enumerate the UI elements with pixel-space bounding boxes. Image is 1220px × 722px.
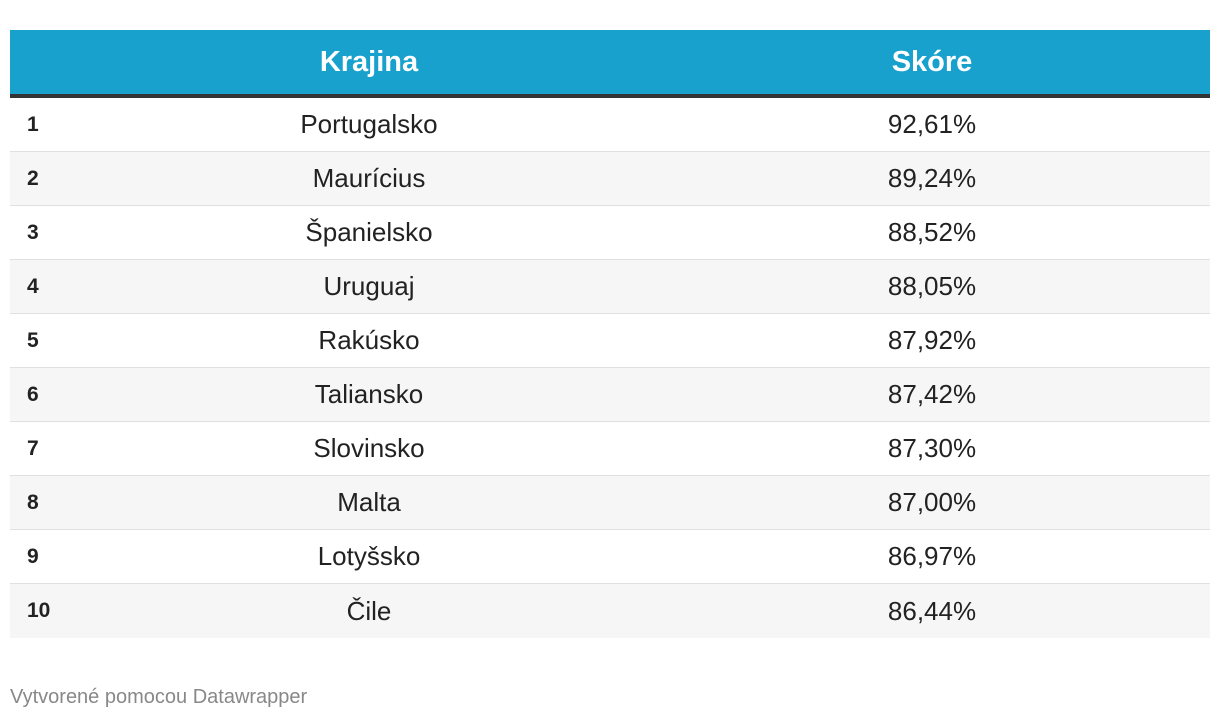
row-rank: 2 [27, 166, 39, 190]
row-score: 87,42% [887, 379, 977, 409]
row-country: Lotyšsko [317, 541, 421, 571]
table-body: 1 Portugalsko 92,61% 2 Maurícius 89,24% 3 Špani… [10, 98, 1210, 638]
row-rank: 5 [27, 328, 39, 352]
row-country: Portugalsko [300, 109, 438, 139]
row-score: 86,97% [887, 541, 977, 571]
row-country: Španielsko [305, 217, 433, 247]
row-rank: 4 [27, 274, 39, 298]
table-header: Krajina Skóre [10, 30, 1210, 98]
row-score: 88,05% [887, 271, 977, 301]
row-score: 87,00% [887, 487, 977, 517]
ranking-table: Krajina Skóre 1 Portugalsko 92,61% 2 Mauríci… [10, 30, 1210, 638]
row-country: Slovinsko [313, 433, 425, 463]
row-score: 88,52% [887, 217, 977, 247]
table-row: 3 Španielsko 88,52% [10, 206, 1210, 260]
row-country: Uruguaj [323, 271, 415, 301]
row-score: 92,61% [887, 109, 977, 139]
row-rank: 8 [27, 490, 39, 514]
row-rank: 9 [27, 544, 39, 568]
table-row: 2 Maurícius 89,24% [10, 152, 1210, 206]
table-row: 9 Lotyšsko 86,97% [10, 530, 1210, 584]
row-country: Taliansko [314, 379, 424, 409]
row-country: Rakúsko [318, 325, 420, 355]
row-rank: 3 [27, 220, 39, 244]
row-rank: 7 [27, 436, 39, 460]
row-score: 86,44% [887, 595, 977, 626]
row-rank: 10 [27, 599, 51, 622]
row-country: Malta [337, 487, 401, 517]
table-row: 1 Portugalsko 92,61% [10, 98, 1210, 152]
row-score: 87,30% [887, 433, 977, 463]
header-country[interactable]: Krajina [319, 45, 419, 78]
table-row: 7 Slovinsko 87,30% [10, 422, 1210, 476]
table-row: 5 Rakúsko 87,92% [10, 314, 1210, 368]
row-country: Maurícius [312, 163, 426, 193]
row-score: 89,24% [887, 163, 977, 193]
table-row: 8 Malta 87,00% [10, 476, 1210, 530]
row-rank: 6 [27, 382, 39, 406]
table-row: 10 Čile 86,44% [10, 584, 1210, 638]
header-score[interactable]: Skóre [891, 45, 973, 78]
table-row: 6 Taliansko 87,42% [10, 368, 1210, 422]
row-score: 87,92% [887, 325, 977, 355]
row-country: Čile [346, 595, 392, 626]
row-rank: 1 [27, 112, 39, 136]
table-row: 4 Uruguaj 88,05% [10, 260, 1210, 314]
footer-credit: Vytvorené pomocou Datawrapper [10, 686, 308, 708]
